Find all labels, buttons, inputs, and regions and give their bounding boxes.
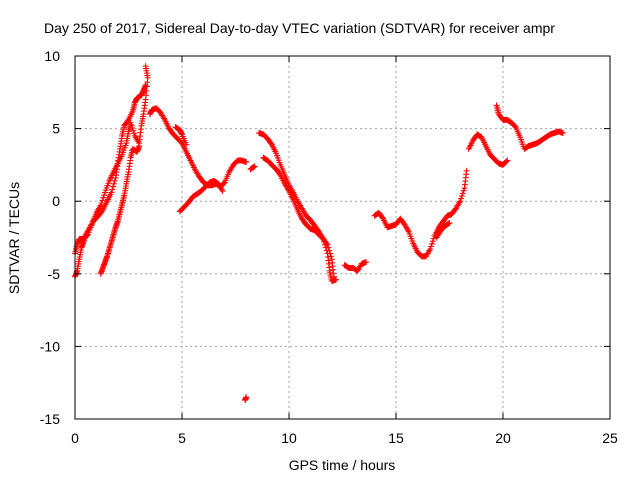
data-point bbox=[131, 130, 138, 137]
data-point bbox=[429, 238, 436, 245]
data-point bbox=[111, 177, 118, 184]
data-point bbox=[427, 246, 434, 253]
data-point bbox=[128, 122, 135, 129]
data-point bbox=[99, 197, 106, 204]
data-point bbox=[445, 220, 452, 227]
data-point bbox=[127, 119, 134, 126]
data-point bbox=[446, 219, 453, 226]
y-tick-label: -15 bbox=[40, 411, 60, 427]
data-point bbox=[458, 192, 465, 199]
data-point bbox=[504, 157, 511, 164]
y-tick-label: -5 bbox=[48, 266, 61, 282]
x-tick-label: 25 bbox=[602, 430, 618, 446]
series-track-n bbox=[465, 131, 511, 168]
x-tick-label: 20 bbox=[495, 430, 511, 446]
data-point bbox=[218, 186, 225, 193]
x-tick-labels: 0 5 10 15 20 25 bbox=[71, 430, 618, 446]
data-point bbox=[322, 244, 329, 251]
data-point bbox=[559, 129, 566, 136]
series-track-f bbox=[176, 177, 226, 215]
data-point bbox=[97, 202, 104, 209]
data-point bbox=[428, 243, 435, 250]
series-track-e bbox=[172, 124, 190, 148]
data-point bbox=[457, 198, 464, 205]
x-tick-label: 10 bbox=[281, 430, 297, 446]
data-point bbox=[321, 238, 328, 245]
data-point bbox=[460, 187, 467, 194]
data-point bbox=[242, 397, 249, 404]
x-axis-label: GPS time / hours bbox=[289, 457, 396, 473]
data-point bbox=[426, 247, 433, 254]
data-point bbox=[110, 180, 117, 187]
data-point bbox=[109, 186, 116, 193]
data-points bbox=[72, 63, 566, 404]
data-point bbox=[219, 188, 226, 195]
data-point bbox=[323, 247, 330, 254]
y-tick-label: 5 bbox=[52, 121, 60, 137]
series-track-j bbox=[260, 154, 340, 285]
series-track-m bbox=[433, 219, 453, 241]
y-tick-labels: -15 -10 -5 0 5 10 bbox=[40, 48, 60, 427]
data-point bbox=[183, 141, 190, 148]
data-point bbox=[320, 235, 327, 242]
data-point bbox=[98, 199, 105, 206]
data-point bbox=[363, 259, 370, 266]
data-point bbox=[319, 235, 326, 242]
data-point bbox=[285, 186, 292, 193]
data-point bbox=[101, 192, 108, 199]
data-point bbox=[251, 163, 258, 170]
data-point bbox=[130, 127, 137, 134]
data-point bbox=[459, 190, 466, 197]
x-tick-label: 0 bbox=[71, 430, 79, 446]
data-point bbox=[428, 240, 435, 247]
series-track-g bbox=[247, 163, 258, 173]
series-track-k bbox=[341, 259, 370, 274]
data-point bbox=[430, 235, 437, 242]
plot-frame bbox=[74, 55, 611, 420]
data-point bbox=[327, 253, 334, 260]
x-tick-label: 5 bbox=[178, 430, 186, 446]
data-point bbox=[404, 227, 411, 234]
data-point bbox=[83, 232, 90, 239]
data-point bbox=[456, 199, 463, 206]
series-track-b bbox=[72, 63, 151, 257]
series-track-o bbox=[493, 102, 566, 152]
series-track-h bbox=[242, 394, 250, 404]
data-point bbox=[321, 241, 328, 248]
axis-ticks bbox=[74, 55, 611, 420]
data-point bbox=[110, 183, 117, 190]
series-track-l bbox=[371, 167, 470, 260]
data-point bbox=[108, 189, 115, 196]
data-point bbox=[458, 195, 465, 202]
data-point bbox=[161, 115, 168, 122]
y-axis-label: SDTVAR / TECUs bbox=[6, 182, 22, 294]
chart-title: Day 250 of 2017, Sidereal Day-to-day VTE… bbox=[44, 20, 555, 36]
data-point bbox=[100, 194, 107, 201]
y-tick-label: 10 bbox=[44, 48, 60, 64]
data-point bbox=[142, 63, 149, 70]
data-point bbox=[129, 125, 136, 132]
data-point bbox=[243, 158, 250, 165]
x-tick-label: 15 bbox=[388, 430, 404, 446]
data-point bbox=[333, 276, 340, 283]
data-point bbox=[503, 158, 510, 165]
data-point bbox=[136, 143, 143, 150]
series-track-c bbox=[97, 143, 143, 277]
data-point bbox=[250, 163, 257, 170]
data-point bbox=[463, 167, 470, 174]
y-tick-label: -10 bbox=[40, 338, 60, 354]
y-tick-label: 0 bbox=[52, 193, 60, 209]
data-point bbox=[96, 204, 103, 211]
